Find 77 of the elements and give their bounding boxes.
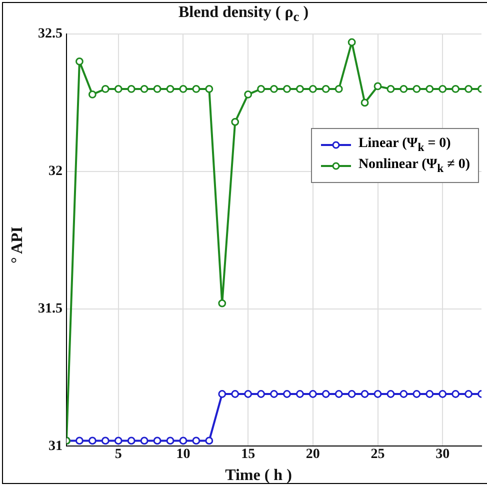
point [257, 85, 265, 93]
point [127, 85, 136, 93]
point [76, 436, 84, 445]
point [360, 390, 369, 398]
point [140, 436, 148, 445]
point [426, 85, 434, 93]
point [386, 390, 395, 398]
x-tick-label: 10 [176, 447, 190, 462]
point [438, 85, 447, 93]
x-tick-label: 5 [114, 447, 122, 462]
point [270, 390, 278, 398]
point [127, 436, 136, 445]
point [270, 85, 278, 93]
point [153, 85, 162, 93]
point [153, 436, 162, 445]
point [140, 85, 148, 93]
y-tick-label: 32 [48, 164, 62, 180]
chart-title: Blend density ( ρ$_{c}$ ) [177, 4, 310, 26]
point [231, 390, 240, 398]
y-tick-label: 32.5 [38, 26, 62, 42]
point [192, 436, 200, 445]
point [101, 436, 110, 445]
point [88, 90, 96, 98]
point [452, 85, 460, 93]
y-tick-label: 31 [48, 438, 62, 454]
x-tick-label: 25 [370, 447, 385, 462]
point [296, 390, 304, 398]
point [334, 390, 343, 398]
point [360, 98, 369, 107]
point [231, 118, 240, 126]
point [322, 390, 330, 398]
point [179, 85, 188, 93]
point [322, 85, 330, 93]
point [412, 390, 421, 398]
point [205, 85, 214, 93]
point [412, 85, 421, 93]
point [308, 390, 317, 398]
point [114, 436, 122, 445]
point [348, 390, 356, 398]
point [438, 390, 447, 398]
point [452, 390, 460, 398]
point [464, 85, 472, 93]
point [218, 390, 226, 398]
point [257, 390, 265, 398]
point [348, 38, 356, 46]
point [296, 85, 304, 93]
point [426, 390, 434, 398]
point [205, 436, 214, 445]
point [88, 436, 96, 445]
point [464, 390, 472, 398]
point [179, 436, 188, 445]
point [374, 82, 382, 90]
point [244, 90, 252, 98]
point [166, 436, 174, 445]
point [101, 85, 110, 93]
point [400, 85, 408, 93]
point [334, 85, 343, 93]
y-tick-label: 31.5 [38, 301, 62, 316]
point [374, 390, 382, 398]
point [386, 85, 395, 93]
y-axis-title: ° API [9, 226, 27, 264]
legend-label: Nonlinear (Ψ$_{k}$ ≠ 0) [358, 156, 470, 175]
x-axis-title: Time ( h ) [224, 467, 293, 485]
x-tick-label: 20 [306, 447, 320, 462]
point [283, 85, 291, 93]
legend-label: Linear (Ψ$_{k}$ = 0) [358, 136, 451, 154]
point [114, 85, 122, 93]
point [283, 390, 291, 398]
point [400, 390, 408, 398]
point [76, 58, 84, 66]
x-tick-label: 15 [241, 447, 256, 462]
point [308, 85, 317, 93]
point [192, 85, 200, 93]
point [166, 85, 174, 93]
point [218, 299, 226, 308]
x-tick-label: 30 [436, 447, 450, 462]
point [244, 390, 252, 398]
